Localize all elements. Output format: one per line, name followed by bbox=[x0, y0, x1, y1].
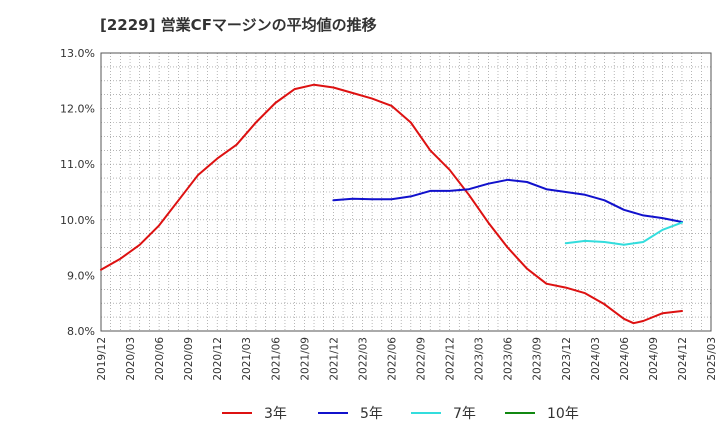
x-tick-label: 2024/12 bbox=[677, 337, 689, 381]
x-tick-label: 2021/06 bbox=[270, 337, 282, 381]
x-tick-label: 2021/09 bbox=[299, 337, 311, 381]
x-tick-label: 2021/12 bbox=[328, 337, 340, 381]
legend-label: 10年 bbox=[547, 406, 579, 422]
y-tick-label: 11.0% bbox=[60, 158, 95, 171]
x-tick-label: 2022/03 bbox=[357, 337, 369, 381]
x-tick-label: 2022/12 bbox=[445, 337, 457, 381]
plot-area bbox=[101, 53, 711, 331]
y-tick-label: 9.0% bbox=[67, 269, 95, 282]
x-tick-label: 2023/09 bbox=[532, 337, 544, 381]
axis-layer: 8.0% 9.0% 10.0% 11.0% 12.0% 13.0% 2019/12 2020/… bbox=[60, 47, 718, 381]
x-tick-label: 2019/12 bbox=[96, 337, 108, 381]
x-tick-label: 2024/06 bbox=[619, 337, 631, 381]
legend-label: 3年 bbox=[264, 406, 287, 422]
x-tick-label: 2023/06 bbox=[503, 337, 515, 381]
x-tick-label: 2024/03 bbox=[590, 337, 602, 381]
x-tick-label: 2022/09 bbox=[416, 337, 428, 381]
x-tick-label: 2020/06 bbox=[154, 337, 166, 381]
y-tick-label: 12.0% bbox=[60, 103, 95, 116]
y-tick-label: 10.0% bbox=[60, 214, 95, 227]
plot-border bbox=[100, 52, 712, 332]
series-line-5年 bbox=[332, 178, 683, 223]
x-tick-label: 2020/03 bbox=[125, 337, 137, 381]
series-layer bbox=[100, 83, 683, 325]
y-tick-label: 13.0% bbox=[60, 47, 95, 60]
x-tick-label: 2022/06 bbox=[386, 337, 398, 381]
x-tick-label: 2024/09 bbox=[648, 337, 660, 381]
x-tick-label: 2025/03 bbox=[706, 337, 718, 381]
y-tick-label: 8.0% bbox=[67, 325, 95, 338]
x-tick-label: 2023/12 bbox=[561, 337, 573, 381]
chart-title: [2229] 営業CFマージンの平均値の推移 bbox=[100, 16, 377, 34]
legend-label: 5年 bbox=[360, 406, 383, 422]
x-tick-label: 2020/12 bbox=[212, 337, 224, 381]
legend: 3年 5年 7年 10年 bbox=[222, 406, 579, 422]
grid-layer bbox=[101, 53, 711, 331]
x-tick-label: 2020/09 bbox=[183, 337, 195, 381]
x-tick-label: 2023/03 bbox=[474, 337, 486, 381]
series-line-3年 bbox=[100, 83, 683, 325]
series-line-7年 bbox=[564, 221, 683, 246]
x-tick-label: 2021/03 bbox=[241, 337, 253, 381]
legend-label: 7年 bbox=[453, 406, 476, 422]
